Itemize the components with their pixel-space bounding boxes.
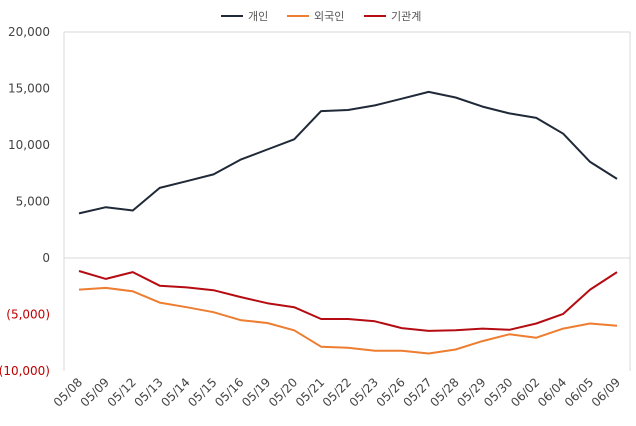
x-tick-label: 06/05 (562, 375, 596, 409)
x-tick-label: 05/28 (427, 375, 461, 409)
legend-item-series-2: 외국인 (287, 8, 344, 24)
y-tick-label: (10,000) (0, 364, 50, 378)
y-tick-label: 0 (42, 251, 50, 265)
chart-legend: 개인 외국인 기관계 (0, 8, 636, 26)
legend-label-series-2: 외국인 (314, 10, 345, 23)
y-tick-label: (5,000) (6, 308, 50, 322)
legend-swatch-series-3 (364, 15, 386, 17)
x-tick-label: 05/15 (185, 375, 219, 409)
plot-area: 20,00015,00010,0005,0000(5,000)(10,000)0… (0, 25, 631, 410)
series-line-1 (78, 90, 618, 215)
x-tick-label: 05/16 (212, 375, 246, 409)
legend-swatch-series-2 (287, 15, 309, 17)
x-tick-label: 05/21 (293, 375, 327, 409)
x-tick-label: 05/08 (51, 375, 85, 409)
x-tick-label: 05/09 (78, 375, 112, 409)
y-tick-label: 15,000 (8, 82, 50, 96)
series-line-2 (78, 286, 618, 355)
x-tick-label: 05/30 (481, 375, 515, 409)
series-line-3 (78, 270, 618, 332)
x-tick-label: 06/04 (535, 375, 569, 409)
y-tick-label: 20,000 (8, 25, 50, 39)
y-tick-label: 5,000 (16, 195, 50, 209)
x-tick-label: 05/27 (400, 375, 434, 409)
legend-item-series-3: 기관계 (364, 8, 421, 24)
x-tick-label: 05/20 (266, 375, 300, 409)
x-tick-label: 06/09 (589, 375, 623, 409)
x-tick-label: 05/22 (320, 375, 354, 409)
legend-swatch-series-1 (221, 15, 243, 17)
x-tick-label: 05/13 (131, 375, 165, 409)
x-tick-label: 05/29 (454, 375, 488, 409)
x-tick-label: 05/19 (239, 375, 273, 409)
y-tick-label: 10,000 (8, 138, 50, 152)
legend-label-series-3: 기관계 (391, 10, 422, 23)
x-tick-label: 05/26 (374, 375, 408, 409)
legend-label-series-1: 개인 (248, 10, 269, 23)
x-tick-label: 05/23 (347, 375, 381, 409)
x-tick-label: 05/12 (105, 375, 139, 409)
legend-item-series-1: 개인 (221, 8, 268, 24)
x-tick-label: 06/02 (508, 375, 542, 409)
x-tick-label: 05/14 (158, 375, 192, 409)
